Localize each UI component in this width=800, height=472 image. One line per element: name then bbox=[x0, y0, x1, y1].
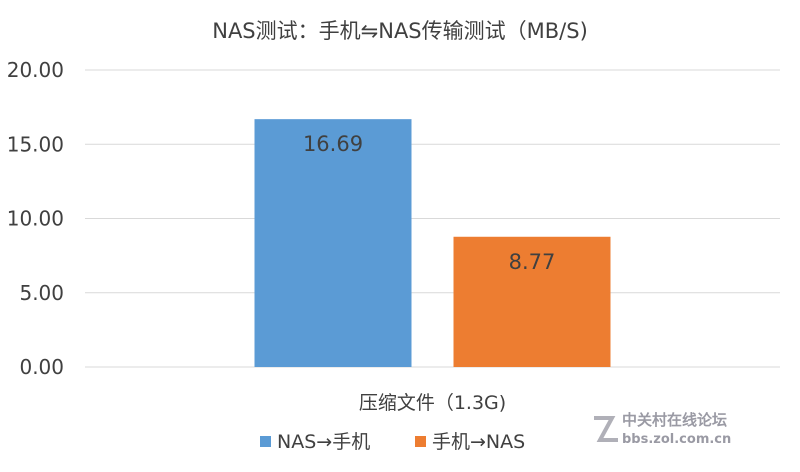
bar-data-label: 8.77 bbox=[509, 250, 556, 274]
watermark: 中关村在线论坛 bbs.zol.com.cn bbox=[594, 411, 731, 447]
legend-swatch bbox=[260, 436, 271, 447]
legend: NAS→手机 手机→NAS bbox=[260, 431, 525, 453]
y-tick-label: 5.00 bbox=[19, 281, 64, 305]
watermark-text: 中关村在线论坛 bbox=[622, 411, 727, 429]
legend-label: 手机→NAS bbox=[432, 431, 525, 453]
watermark-url: bbs.zol.com.cn bbox=[622, 432, 731, 447]
y-tick-label: 20.00 bbox=[7, 58, 64, 82]
bars bbox=[254, 119, 611, 367]
x-category-label: 压缩文件（1.3G) bbox=[359, 392, 506, 414]
gridlines bbox=[85, 69, 780, 368]
y-tick-label: 0.00 bbox=[19, 355, 64, 379]
y-tick-label: 10.00 bbox=[7, 207, 64, 231]
zol-logo-icon bbox=[594, 416, 618, 442]
legend-swatch bbox=[415, 436, 426, 447]
bar-series-1 bbox=[453, 236, 611, 367]
data-labels: 16.69 8.77 bbox=[303, 132, 555, 274]
y-tick-label: 15.00 bbox=[7, 132, 64, 156]
bar-data-label: 16.69 bbox=[303, 132, 363, 156]
chart-title: NAS测试：手机⇋NAS传输测试（MB/S) bbox=[212, 19, 588, 43]
legend-label: NAS→手机 bbox=[277, 431, 370, 453]
y-axis-ticks: 0.00 5.00 10.00 15.00 20.00 bbox=[7, 58, 64, 379]
x-axis-categories: 压缩文件（1.3G) bbox=[359, 392, 506, 414]
bar-series-0 bbox=[254, 119, 412, 367]
